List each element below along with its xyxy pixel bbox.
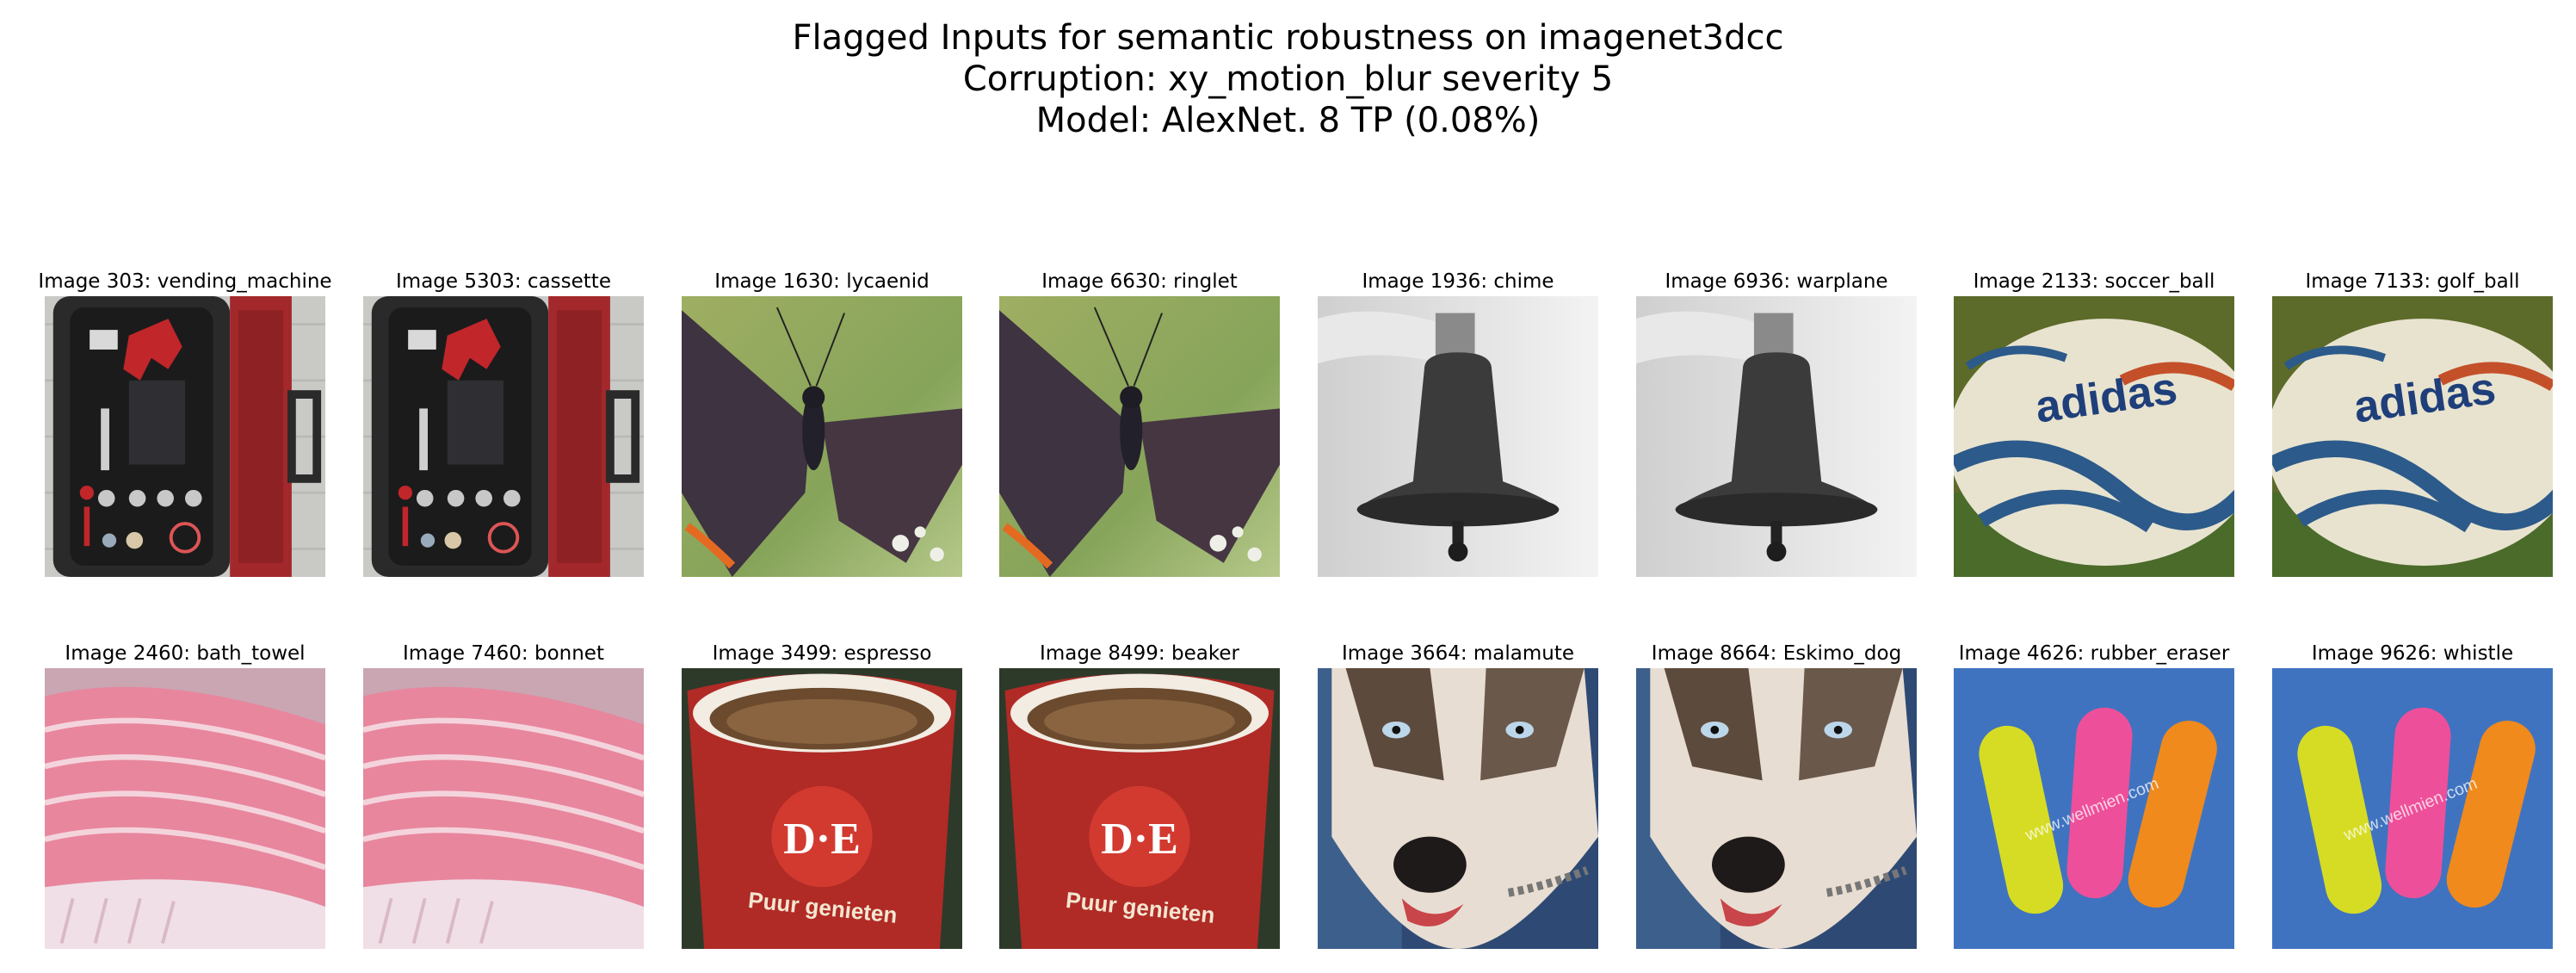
logo-text: D·E	[783, 815, 861, 864]
image-caption: Image 6936: warplane	[1665, 270, 1888, 293]
title-line-1: Flagged Inputs for semantic robustness o…	[792, 18, 1784, 58]
cup-image: D·E Puur genieten	[999, 668, 1280, 949]
toolbox-image	[363, 296, 644, 577]
image-caption: Image 4626: rubber_eraser	[1958, 642, 2230, 665]
image-caption: Image 9626: whistle	[2311, 642, 2514, 665]
image-caption: Image 5303: cassette	[396, 270, 611, 293]
image-caption: Image 1630: lycaenid	[714, 270, 930, 293]
image-caption: Image 2460: bath_towel	[65, 642, 306, 665]
image-caption: Image 7133: golf_ball	[2305, 270, 2520, 293]
image-caption: Image 1936: chime	[1362, 270, 1554, 293]
logo-text: D·E	[1101, 815, 1178, 864]
image-caption: Image 3499: espresso	[712, 642, 932, 665]
towel-image	[45, 668, 325, 949]
image-caption: Image 6630: ringlet	[1041, 270, 1238, 293]
dog-image	[1318, 668, 1598, 949]
figure-title: Flagged Inputs for semantic robustness o…	[0, 17, 2576, 141]
bell-image	[1318, 296, 1598, 577]
image-caption: Image 303: vending_machine	[38, 270, 332, 293]
cup-image: D·E Puur genieten	[682, 668, 962, 949]
towel-image	[363, 668, 644, 949]
dog-image	[1636, 668, 1917, 949]
image-caption: Image 7460: bonnet	[403, 642, 604, 665]
ball-image: adidas	[2272, 296, 2553, 577]
image-caption: Image 2133: soccer_ball	[1973, 270, 2215, 293]
toolbox-image	[45, 296, 325, 577]
plasters-image: www.wellmien.com	[1954, 668, 2234, 949]
butterfly-image	[999, 296, 1280, 577]
plasters-image: www.wellmien.com	[2272, 668, 2553, 949]
image-caption: Image 8499: beaker	[1040, 642, 1239, 665]
image-caption: Image 3664: malamute	[1341, 642, 1575, 665]
bell-image	[1636, 296, 1917, 577]
title-line-3: Model: AlexNet. 8 TP (0.08%)	[1035, 101, 1541, 140]
image-caption: Image 8664: Eskimo_dog	[1651, 642, 1902, 665]
butterfly-image	[682, 296, 962, 577]
title-line-2: Corruption: xy_motion_blur severity 5	[962, 59, 1614, 99]
ball-image: adidas	[1954, 296, 2234, 577]
